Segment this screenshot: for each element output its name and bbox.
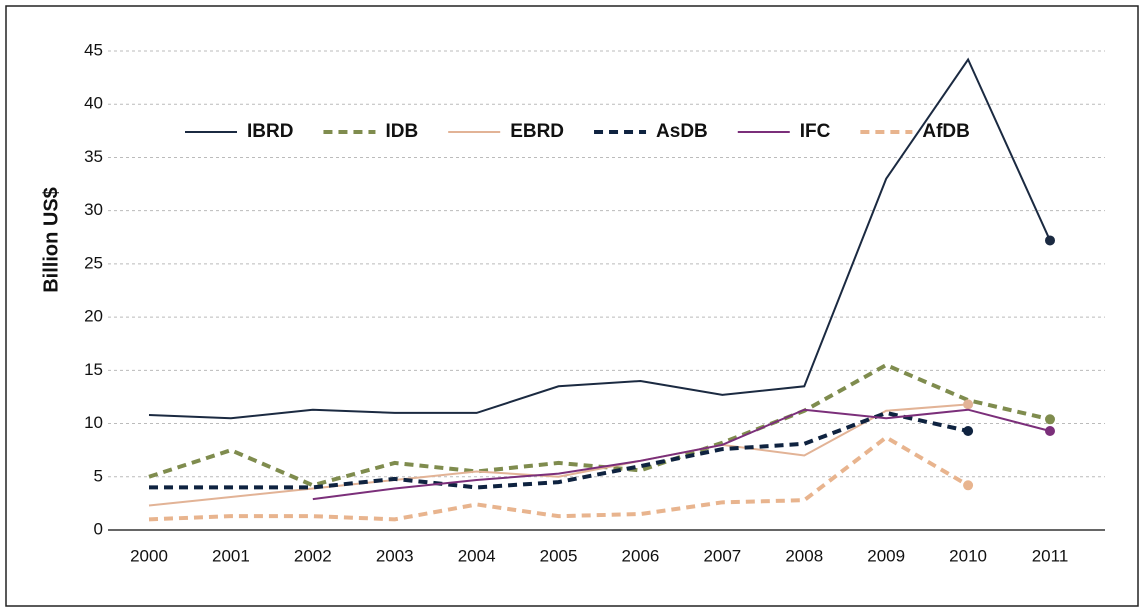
y-tick-label: 30 [84,200,103,219]
frame [5,5,1139,607]
end-marker [963,399,974,410]
x-tick-label: 2004 [458,546,496,565]
y-tick-label: 40 [84,94,103,113]
y-axis-label: Billion US$ [40,187,62,293]
x-tick-label: 2010 [949,546,987,565]
series-line [149,410,969,490]
series-line [148,57,1051,420]
y-tick-label: 10 [84,413,103,432]
x-tick-label: 2001 [212,546,250,565]
y-tick-label: 20 [84,307,103,326]
end-marker [963,480,974,491]
x-tick-label: 2011 [1032,546,1069,565]
x-tick-label: 2002 [294,546,332,565]
end-marker [1045,426,1055,437]
x-tick-label: 2000 [130,546,168,565]
end-marker [1045,414,1055,425]
y-tick-label: 0 [94,519,103,538]
x-tick-label: 2009 [867,546,905,565]
x-tick-label: 2008 [785,546,823,565]
x-tick-label: 2003 [376,546,414,565]
y-tick-label: 5 [94,466,103,485]
y-tick-label: 15 [84,360,103,379]
series-line [148,434,970,522]
end-marker [1045,235,1055,246]
y-tick-label: 35 [84,147,103,166]
y-tick-label: 45 [84,40,103,59]
series-line [312,408,1051,501]
x-tick-label: 2006 [622,546,660,565]
series-line [148,403,969,507]
y-tick-label: 25 [84,253,103,272]
legend-label: IFC [800,121,831,142]
end-marker [963,426,974,437]
legend-label: AsDB [656,121,708,142]
legend-label: EBRD [510,121,564,142]
x-tick-label: 2007 [703,546,741,565]
legend-label: AfDB [922,121,970,142]
x-tick-label: 2005 [540,546,578,565]
legend-label: IDB [385,121,418,142]
legend-label: IBRD [247,121,293,142]
